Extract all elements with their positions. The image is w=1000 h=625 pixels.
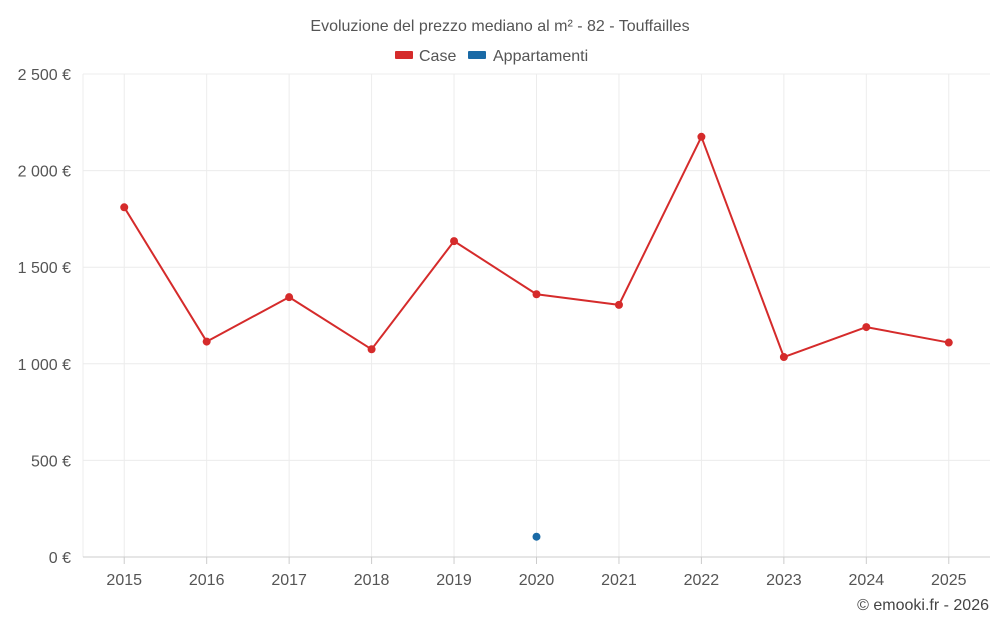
x-tick-label: 2023 [766,572,802,589]
legend-swatch-case [395,51,413,59]
data-point[interactable] [450,237,459,246]
x-tick-label: 2017 [271,572,307,589]
gridlines [82,73,990,557]
y-tick-label: 500 € [31,453,71,470]
x-tick-label: 2022 [684,572,720,589]
x-tick-label: 2015 [106,572,142,589]
legend-swatch-appartamenti [468,51,486,59]
x-tick-label: 2018 [354,572,390,589]
data-point[interactable] [779,353,788,362]
axes: 0 € 500 € 1 000 € 1 500 € 2 000 € 2 500 € 2015… [18,67,990,589]
series-appartamenti [532,532,541,541]
legend-label-appartamenti: Appartamenti [493,48,588,65]
data-point[interactable] [944,338,953,347]
data-point[interactable] [697,132,706,141]
data-point[interactable] [202,337,211,346]
x-tick-label: 2025 [931,572,967,589]
data-point[interactable] [862,323,871,332]
x-tick-label: 2019 [436,572,472,589]
y-tick-label: 1 000 € [18,357,71,374]
footer-credit: © emooki.fr - 2026 [857,597,989,614]
data-point[interactable] [285,293,294,302]
legend-item-case[interactable]: Case [395,48,456,65]
y-tick-label: 2 500 € [18,67,71,84]
x-tick-label: 2020 [519,572,555,589]
legend-item-appartamenti[interactable]: Appartamenti [468,48,588,65]
series-case [120,132,953,362]
series [120,132,953,541]
data-point[interactable] [614,300,623,309]
data-point[interactable] [120,203,129,212]
legend-label-case: Case [419,48,456,65]
x-tick-label: 2016 [189,572,225,589]
y-tick-label: 1 500 € [18,260,71,277]
data-point[interactable] [367,345,376,354]
x-tick-label: 2021 [601,572,637,589]
data-point[interactable] [532,290,541,299]
legend: Case Appartamenti [395,48,588,65]
chart-title: Evoluzione del prezzo mediano al m² - 82… [310,18,689,35]
x-tick-label: 2024 [849,572,885,589]
data-point[interactable] [532,532,541,541]
y-tick-label: 0 € [49,550,71,567]
y-tick-label: 2 000 € [18,164,71,181]
